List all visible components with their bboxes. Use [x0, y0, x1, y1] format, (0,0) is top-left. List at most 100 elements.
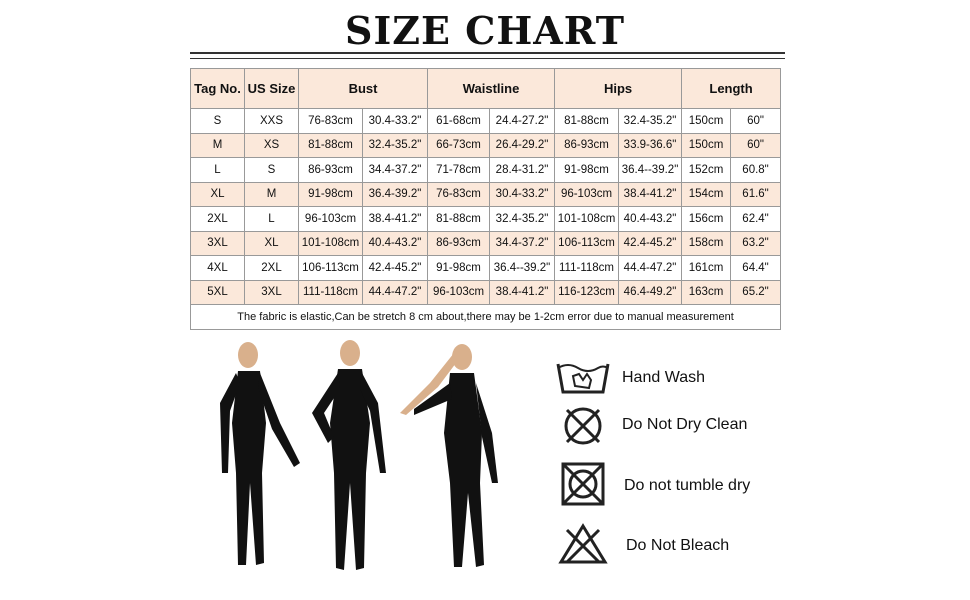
note-row: The fabric is elastic,Can be stretch 8 c…	[189, 304, 782, 330]
table-cell: XXS	[244, 108, 299, 134]
table-cell: 154cm	[681, 181, 732, 207]
table-cell: 91-98cm	[427, 255, 491, 281]
table-cell: 106-113cm	[298, 255, 363, 281]
table-cell: 161cm	[681, 255, 732, 281]
page-title: SIZE CHART	[345, 8, 625, 53]
table-cell: 156cm	[681, 206, 732, 232]
table-row: L S 86-93cm 34.4-37.2" 71-78cm 28.4-31.2" 91-9…	[190, 157, 782, 183]
table-row: M XS 81-88cm 32.4-35.2" 66-73cm 26.4-29.2" 86-…	[190, 132, 782, 158]
do-not-dry-clean-icon	[564, 407, 602, 445]
divider	[190, 58, 785, 59]
header-cell: Tag No.	[190, 68, 245, 109]
table-cell: 42.4-45.2"	[618, 230, 683, 256]
table-cell: 111-118cm	[554, 255, 620, 281]
fabric-note: The fabric is elastic,Can be stretch 8 c…	[189, 304, 782, 330]
table-cell: 116-123cm	[554, 279, 620, 305]
table-cell: 96-103cm	[427, 279, 491, 305]
do-not-bleach-icon	[558, 523, 608, 564]
table-cell: 101-108cm	[298, 230, 363, 256]
table-cell: 150cm	[681, 132, 732, 158]
table-cell: 81-88cm	[427, 206, 491, 232]
model-side	[400, 344, 498, 567]
table-cell: XL	[190, 181, 245, 207]
header-cell: Hips	[554, 68, 683, 109]
header-cell: Length	[681, 68, 782, 109]
table-cell: 111-118cm	[298, 279, 363, 305]
table-cell: 26.4-29.2"	[489, 132, 556, 158]
table-row: 2XL L 96-103cm 38.4-41.2" 81-88cm 32.4-35.2" 1…	[190, 206, 782, 232]
table-cell: 60"	[730, 108, 782, 134]
table-cell: 44.4-47.2"	[361, 279, 429, 305]
table-cell: 66-73cm	[427, 132, 491, 158]
table-cell: 5XL	[190, 279, 245, 305]
table-cell: 24.4-27.2"	[489, 108, 556, 134]
table-cell: 2XL	[190, 206, 245, 232]
table-cell: 91-98cm	[554, 157, 620, 183]
table-cell: 96-103cm	[298, 206, 363, 232]
table-cell: 101-108cm	[554, 206, 620, 232]
table-cell: 38.4-41.2"	[361, 206, 429, 232]
table-cell: 152cm	[681, 157, 732, 183]
table-cell: 42.4-45.2"	[361, 255, 429, 281]
table-cell: 71-78cm	[427, 157, 491, 183]
divider	[190, 52, 785, 54]
table-cell: 81-88cm	[554, 108, 620, 134]
table-cell: 36.4--39.2"	[489, 255, 556, 281]
table-cell: 33.9-36.6"	[618, 132, 683, 158]
table-cell: S	[244, 157, 299, 183]
table-cell: 81-88cm	[298, 132, 363, 158]
table-cell: 150cm	[681, 108, 732, 134]
table-cell: 40.4-43.2"	[361, 230, 429, 256]
table-cell: 158cm	[681, 230, 732, 256]
table-cell: 76-83cm	[427, 181, 491, 207]
table-cell: 46.4-49.2"	[618, 279, 683, 305]
do-not-tumble-dry-icon	[561, 462, 605, 506]
table-row: 4XL 2XL 106-113cm 42.4-45.2" 91-98cm 36.4--39…	[190, 255, 782, 281]
table-cell: 86-93cm	[298, 157, 363, 183]
model-front	[220, 342, 300, 565]
care-label: Hand Wash	[622, 369, 705, 386]
table-cell: M	[244, 181, 299, 207]
header-row: Tag No. US Size Bust Waistline Hips Leng…	[190, 68, 782, 109]
table-cell: 30.4-33.2"	[489, 181, 556, 207]
table-cell: 3XL	[190, 230, 245, 256]
table-cell: 61.6"	[730, 181, 782, 207]
table-row: S XXS 76-83cm 30.4-33.2" 61-68cm 24.4-27.2" 81…	[190, 108, 782, 134]
table-cell: 36.4-39.2"	[361, 181, 429, 207]
table-cell: 34.4-37.2"	[489, 230, 556, 256]
table-cell: XL	[244, 230, 299, 256]
size-chart-table: Tag No. US Size Bust Waistline Hips Leng…	[189, 68, 782, 330]
table-cell: 63.2"	[730, 230, 782, 256]
table-cell: 30.4-33.2"	[361, 108, 429, 134]
table-cell: 62.4"	[730, 206, 782, 232]
table-cell: 28.4-31.2"	[489, 157, 556, 183]
model-back	[312, 340, 386, 570]
care-label: Do not tumble dry	[624, 477, 751, 494]
table-cell: 38.4-41.2"	[489, 279, 556, 305]
table-row: 3XL XL 101-108cm 40.4-43.2" 86-93cm 34.4-37.2…	[190, 230, 782, 256]
table-cell: 32.4-35.2"	[618, 108, 683, 134]
table-cell: L	[244, 206, 299, 232]
table-cell: 86-93cm	[427, 230, 491, 256]
care-label: Do Not Bleach	[626, 537, 730, 554]
table-cell: 65.2"	[730, 279, 782, 305]
header-cell: Waistline	[427, 68, 556, 109]
table-cell: 76-83cm	[298, 108, 363, 134]
table-cell: 96-103cm	[554, 181, 620, 207]
table-cell: 2XL	[244, 255, 299, 281]
table-cell: 61-68cm	[427, 108, 491, 134]
table-cell: 60"	[730, 132, 782, 158]
care-label: Do Not Dry Clean	[622, 416, 748, 433]
table-cell: 64.4"	[730, 255, 782, 281]
model-photos	[220, 340, 498, 570]
table-cell: L	[190, 157, 245, 183]
table-cell: 106-113cm	[554, 230, 620, 256]
table-cell: 44.4-47.2"	[618, 255, 683, 281]
table-cell: S	[190, 108, 245, 134]
table-cell: 163cm	[681, 279, 732, 305]
table-cell: M	[190, 132, 245, 158]
table-cell: 36.4--39.2"	[618, 157, 683, 183]
header-cell: US Size	[244, 68, 299, 109]
table-cell: 32.4-35.2"	[489, 206, 556, 232]
table-cell: 86-93cm	[554, 132, 620, 158]
